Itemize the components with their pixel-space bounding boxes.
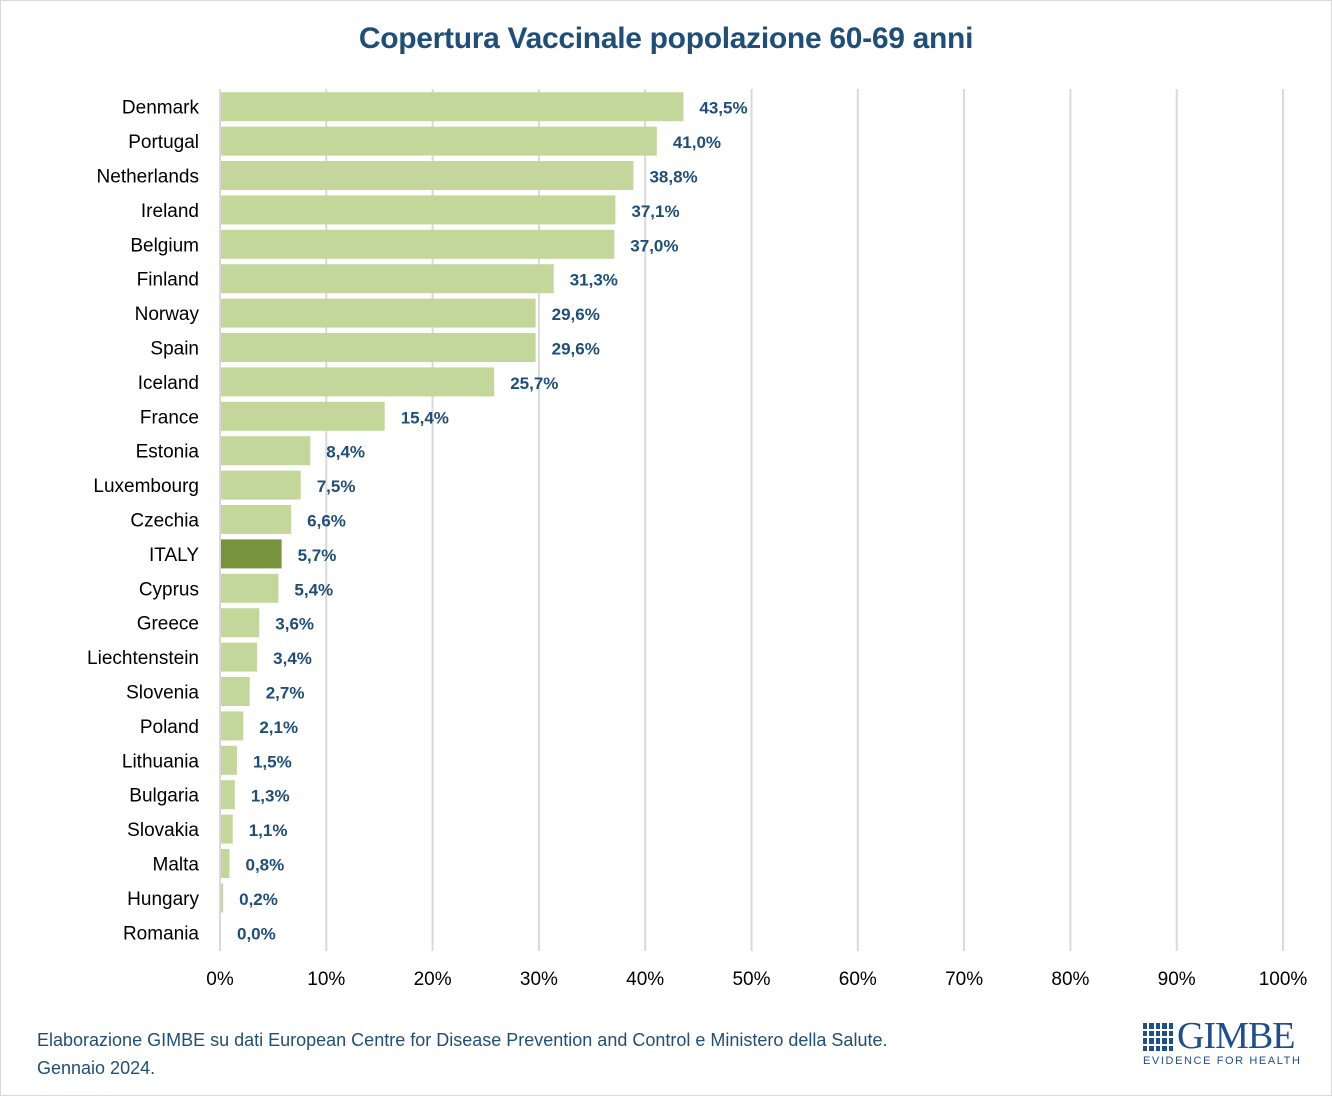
- value-label: 5,7%: [298, 546, 337, 565]
- category-label: Belgium: [130, 235, 199, 256]
- category-label: Malta: [153, 855, 200, 876]
- category-label: Luxembourg: [93, 476, 199, 497]
- bar-netherlands: [221, 161, 634, 190]
- value-label: 25,7%: [510, 374, 558, 393]
- bar-greece: [221, 608, 260, 638]
- logo-tagline: EVIDENCE FOR HEALTH: [1143, 1055, 1302, 1067]
- bars: [221, 92, 684, 913]
- bar-slovakia: [221, 814, 233, 844]
- category-label: Portugal: [128, 132, 199, 153]
- category-label: Czechia: [130, 511, 199, 532]
- x-tick-label: 10%: [307, 969, 345, 990]
- value-label: 15,4%: [401, 408, 449, 427]
- logo-name: GIMBE: [1177, 1015, 1295, 1057]
- bar-slovenia: [221, 677, 250, 706]
- value-label: 1,5%: [253, 752, 292, 771]
- source-line-1: Elaborazione GIMBE su dati European Cent…: [37, 1030, 888, 1050]
- value-label: 29,6%: [552, 340, 600, 359]
- category-label: Norway: [135, 304, 200, 325]
- bar-czechia: [221, 505, 292, 534]
- bar-belgium: [221, 229, 615, 259]
- bar-finland: [221, 264, 554, 294]
- bar-liechtenstein: [221, 642, 258, 672]
- category-label: Denmark: [122, 98, 200, 119]
- value-label: 2,1%: [259, 718, 298, 737]
- category-label: Lithuania: [122, 751, 200, 772]
- value-label: 1,1%: [249, 821, 288, 840]
- value-label: 7,5%: [317, 477, 356, 496]
- value-label: 0,0%: [237, 924, 276, 943]
- bar-estonia: [221, 436, 311, 466]
- category-label: Finland: [137, 270, 199, 291]
- value-label: 0,8%: [246, 856, 285, 875]
- x-tick-label: 90%: [1158, 969, 1196, 990]
- value-label: 41,0%: [673, 133, 721, 152]
- bar-lithuania: [221, 745, 237, 775]
- bar-denmark: [221, 92, 684, 122]
- logo-grid-icon: [1143, 1023, 1173, 1051]
- x-tick-label: 100%: [1259, 969, 1308, 990]
- x-tick-label: 20%: [414, 969, 452, 990]
- x-tick-label: 80%: [1051, 969, 1089, 990]
- value-label: 6,6%: [307, 512, 346, 531]
- x-axis-ticks: 0% 10% 20% 30% 40% 50% 60% 70% 80% 90% 100%: [206, 969, 1307, 990]
- chart-title: Copertura Vaccinale popolazione 60-69 an…: [358, 22, 974, 55]
- value-label: 29,6%: [552, 305, 600, 324]
- category-label: Iceland: [138, 373, 199, 394]
- category-label: Slovenia: [126, 683, 199, 704]
- bar-luxembourg: [221, 470, 301, 500]
- source-line-2: Gennaio 2024.: [37, 1058, 156, 1078]
- bar-bulgaria: [221, 780, 235, 810]
- x-tick-label: 40%: [626, 969, 664, 990]
- category-label: Slovakia: [127, 820, 199, 841]
- category-label: Spain: [150, 339, 199, 360]
- x-tick-label: 30%: [520, 969, 558, 990]
- bar-ireland: [221, 195, 616, 225]
- category-label: Estonia: [136, 442, 200, 463]
- bar-portugal: [221, 126, 657, 156]
- bar-malta: [221, 849, 230, 878]
- bar-iceland: [221, 367, 495, 397]
- category-label: Bulgaria: [129, 786, 199, 807]
- bar-spain: [221, 333, 536, 362]
- bar-poland: [221, 711, 244, 741]
- bar-hungary: [221, 883, 224, 913]
- value-label: 8,4%: [326, 443, 365, 462]
- value-label: 3,6%: [275, 615, 314, 634]
- bar-chart: Denmark Portugal Netherlands Ireland Belgium…: [87, 89, 1307, 990]
- value-label: 37,1%: [631, 202, 679, 221]
- bar-france: [221, 401, 385, 431]
- category-label: Greece: [137, 614, 199, 635]
- category-label: France: [140, 407, 199, 428]
- category-label: Romania: [123, 923, 199, 944]
- category-label: Hungary: [127, 889, 199, 910]
- value-label: 5,4%: [294, 580, 333, 599]
- category-label: Poland: [140, 717, 199, 738]
- category-labels: Denmark Portugal Netherlands Ireland Belgium…: [87, 98, 199, 945]
- category-label: Netherlands: [97, 167, 199, 188]
- value-label: 2,7%: [266, 684, 305, 703]
- category-label: Liechtenstein: [87, 648, 199, 669]
- value-label: 1,3%: [251, 787, 290, 806]
- x-tick-label: 50%: [732, 969, 770, 990]
- value-label: 38,8%: [649, 168, 697, 187]
- bar-cyprus: [221, 573, 279, 603]
- value-label: 31,3%: [570, 271, 618, 290]
- bar-norway: [221, 298, 536, 328]
- value-label: 0,2%: [239, 890, 278, 909]
- value-label: 37,0%: [630, 236, 678, 255]
- source-note: Elaborazione GIMBE su dati European Cent…: [37, 1026, 887, 1082]
- x-tick-label: 70%: [945, 969, 983, 990]
- x-tick-label: 0%: [206, 969, 234, 990]
- value-label: 3,4%: [273, 649, 312, 668]
- category-label: Ireland: [141, 201, 199, 222]
- x-tick-label: 60%: [839, 969, 877, 990]
- value-labels: 43,5% 41,0% 38,8% 37,1% 37,0% 31,3% 29,6% 29,6%…: [237, 99, 748, 944]
- bar-italy: [221, 539, 282, 569]
- category-label: Cyprus: [139, 579, 199, 600]
- category-label: ITALY: [149, 545, 199, 566]
- value-label: 43,5%: [699, 99, 747, 118]
- gimbe-logo: GIMBE EVIDENCE FOR HEALTH: [1143, 1015, 1303, 1072]
